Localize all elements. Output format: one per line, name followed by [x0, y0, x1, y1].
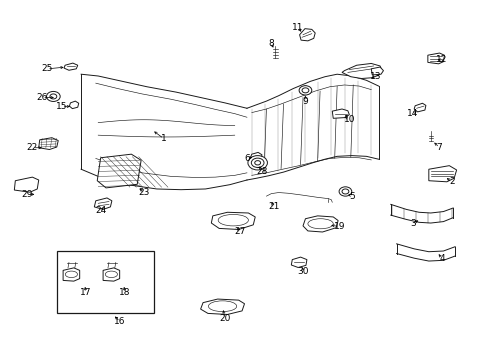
Text: 1: 1: [161, 134, 166, 143]
Text: 3: 3: [409, 219, 415, 228]
Text: 30: 30: [297, 267, 308, 276]
Ellipse shape: [307, 219, 332, 229]
Text: 27: 27: [233, 228, 245, 237]
Text: 6: 6: [244, 154, 249, 163]
Polygon shape: [341, 63, 381, 78]
Text: 10: 10: [343, 114, 354, 123]
Polygon shape: [331, 109, 348, 118]
Polygon shape: [69, 101, 79, 109]
Circle shape: [338, 187, 351, 196]
Polygon shape: [63, 268, 80, 281]
Circle shape: [50, 94, 57, 99]
Text: 22: 22: [27, 143, 38, 152]
Bar: [57, 251, 154, 314]
Polygon shape: [103, 268, 120, 281]
Ellipse shape: [218, 215, 248, 226]
Text: 20: 20: [219, 314, 230, 323]
Text: 29: 29: [22, 190, 33, 199]
Polygon shape: [14, 177, 39, 192]
Circle shape: [299, 86, 311, 95]
Text: 26: 26: [37, 93, 48, 102]
Text: 8: 8: [268, 39, 274, 48]
Ellipse shape: [208, 301, 236, 312]
Text: 16: 16: [114, 317, 125, 326]
Polygon shape: [39, 138, 58, 149]
Text: 24: 24: [95, 206, 106, 215]
Polygon shape: [211, 212, 255, 229]
Text: 19: 19: [333, 222, 345, 231]
Circle shape: [247, 156, 267, 170]
Polygon shape: [250, 152, 262, 161]
Text: 23: 23: [139, 188, 150, 197]
Text: 15: 15: [56, 102, 67, 111]
Polygon shape: [94, 198, 112, 210]
Polygon shape: [291, 257, 306, 267]
Circle shape: [341, 189, 348, 194]
Text: 28: 28: [255, 167, 267, 176]
Text: 4: 4: [438, 255, 444, 264]
Circle shape: [254, 161, 260, 165]
Text: 14: 14: [406, 109, 418, 118]
Polygon shape: [97, 154, 141, 188]
Polygon shape: [200, 299, 244, 315]
Polygon shape: [370, 67, 383, 75]
Text: 18: 18: [119, 288, 130, 297]
Text: 21: 21: [267, 202, 279, 211]
Polygon shape: [299, 29, 315, 41]
Text: 5: 5: [348, 192, 354, 201]
Text: 17: 17: [80, 288, 92, 297]
Text: 25: 25: [41, 64, 53, 73]
Polygon shape: [413, 103, 425, 112]
Circle shape: [46, 91, 60, 102]
Polygon shape: [428, 166, 456, 182]
Ellipse shape: [65, 271, 77, 278]
Circle shape: [251, 158, 264, 167]
Text: 9: 9: [302, 96, 308, 105]
Polygon shape: [64, 63, 78, 70]
Text: 2: 2: [448, 177, 454, 186]
Polygon shape: [303, 216, 337, 232]
Polygon shape: [299, 86, 310, 95]
Ellipse shape: [105, 271, 117, 278]
Text: 7: 7: [436, 143, 442, 152]
Circle shape: [302, 88, 308, 93]
Text: 11: 11: [292, 23, 303, 32]
Polygon shape: [427, 53, 444, 64]
Text: 13: 13: [369, 72, 381, 81]
Text: 12: 12: [435, 55, 447, 64]
